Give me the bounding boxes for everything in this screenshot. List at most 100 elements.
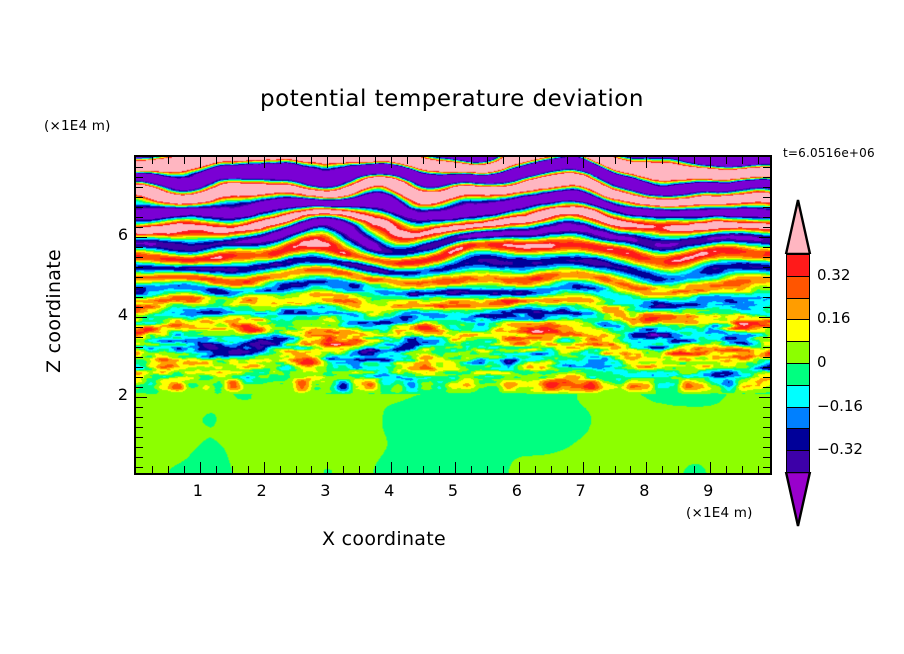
x-tick — [742, 466, 744, 473]
colorbar-cap-low — [784, 472, 812, 527]
x-tick-top — [247, 157, 249, 164]
y-tick-right — [763, 337, 770, 338]
x-tick — [423, 466, 425, 473]
x-tick — [502, 466, 504, 473]
x-tick-top — [359, 157, 361, 164]
y-axis-units: (×1E4 m) — [44, 118, 111, 134]
y-tick-right — [763, 277, 770, 278]
y-tick-right — [759, 317, 770, 318]
y-tick — [136, 307, 143, 308]
chart-title: potential temperature deviation — [260, 86, 644, 112]
x-tick-top — [582, 157, 584, 168]
y-tick — [136, 467, 143, 468]
y-tick-label: 2 — [117, 385, 128, 404]
x-tick — [662, 466, 664, 473]
x-tick-top — [167, 157, 169, 164]
x-tick-top — [662, 157, 664, 164]
y-tick — [136, 457, 143, 458]
x-tick-top — [343, 157, 345, 164]
x-tick-top — [327, 157, 329, 168]
x-tick — [231, 466, 233, 473]
y-tick-right — [759, 237, 770, 238]
x-tick-top — [518, 157, 520, 168]
y-tick-right — [763, 367, 770, 368]
y-tick — [136, 167, 143, 168]
x-tick-top — [614, 157, 616, 164]
y-tick-label: 6 — [117, 225, 128, 244]
y-tick — [136, 427, 143, 428]
x-tick-top — [455, 157, 456, 168]
x-tick — [614, 466, 616, 473]
colorbar-band — [786, 384, 810, 409]
x-tick-label: 2 — [256, 481, 267, 500]
y-tick — [136, 377, 143, 378]
colorbar-band — [786, 406, 810, 430]
x-tick-top — [183, 157, 185, 164]
y-tick — [136, 267, 143, 268]
x-tick-top — [199, 157, 201, 168]
colorbar-band — [786, 428, 810, 452]
x-tick — [566, 466, 568, 473]
x-tick-label: 7 — [575, 481, 586, 500]
x-tick — [439, 466, 441, 473]
y-tick-right — [759, 397, 770, 398]
y-tick-right — [763, 227, 770, 228]
y-tick — [136, 197, 143, 198]
x-tick-top — [566, 157, 568, 164]
x-tick — [550, 466, 552, 473]
colorbar-band — [786, 275, 810, 300]
x-tick — [359, 466, 361, 473]
x-axis-title: X coordinate — [322, 528, 446, 550]
y-tick — [136, 407, 143, 408]
y-tick — [136, 287, 143, 288]
x-tick — [311, 466, 313, 473]
x-tick — [518, 462, 520, 473]
y-tick-right — [763, 197, 770, 198]
x-tick-label: 8 — [639, 481, 650, 500]
y-tick — [136, 357, 143, 358]
x-tick-top — [598, 157, 600, 164]
y-tick — [136, 387, 143, 388]
y-tick-right — [763, 297, 770, 298]
time-annotation: t=6.0516e+06 — [783, 146, 875, 160]
x-tick-top — [646, 157, 648, 168]
x-axis-units: (×1E4 m) — [686, 505, 753, 521]
x-tick-top — [678, 157, 680, 164]
x-tick-label: 5 — [447, 481, 459, 500]
colorbar-band — [786, 363, 810, 387]
y-tick-right — [763, 207, 770, 208]
x-tick — [646, 462, 648, 473]
y-tick — [136, 397, 147, 398]
y-tick-right — [763, 217, 770, 218]
x-tick-top — [423, 157, 425, 164]
colorbar-tick-label: −0.16 — [817, 396, 863, 415]
x-tick-top — [311, 157, 313, 164]
y-tick-right — [763, 437, 770, 438]
x-tick — [455, 462, 456, 473]
x-tick — [375, 466, 377, 473]
y-tick-right — [763, 387, 770, 388]
colorbar-cap-high — [784, 199, 812, 254]
y-tick — [136, 277, 143, 278]
y-tick-right — [763, 187, 770, 188]
y-tick — [136, 317, 147, 318]
contour-field — [136, 157, 770, 473]
y-tick — [136, 337, 143, 338]
y-tick — [136, 217, 143, 218]
colorbar-tick-label: −0.32 — [817, 440, 863, 459]
x-tick-top — [486, 157, 488, 164]
colorbar-tick-label: 0.16 — [817, 309, 851, 328]
y-tick-right — [763, 267, 770, 268]
x-tick-top — [295, 157, 297, 164]
x-tick-top — [215, 157, 217, 164]
x-tick-top — [726, 157, 728, 164]
x-tick-label: 1 — [192, 481, 203, 500]
y-tick-right — [763, 357, 770, 358]
colorbar: 0.32 0.16 0 −0.16 −0.32 — [783, 198, 863, 528]
x-tick-top — [407, 157, 409, 164]
y-tick-right — [763, 407, 770, 408]
y-tick-label: 4 — [117, 305, 128, 324]
x-tick-top — [710, 157, 712, 168]
y-tick — [136, 417, 143, 418]
